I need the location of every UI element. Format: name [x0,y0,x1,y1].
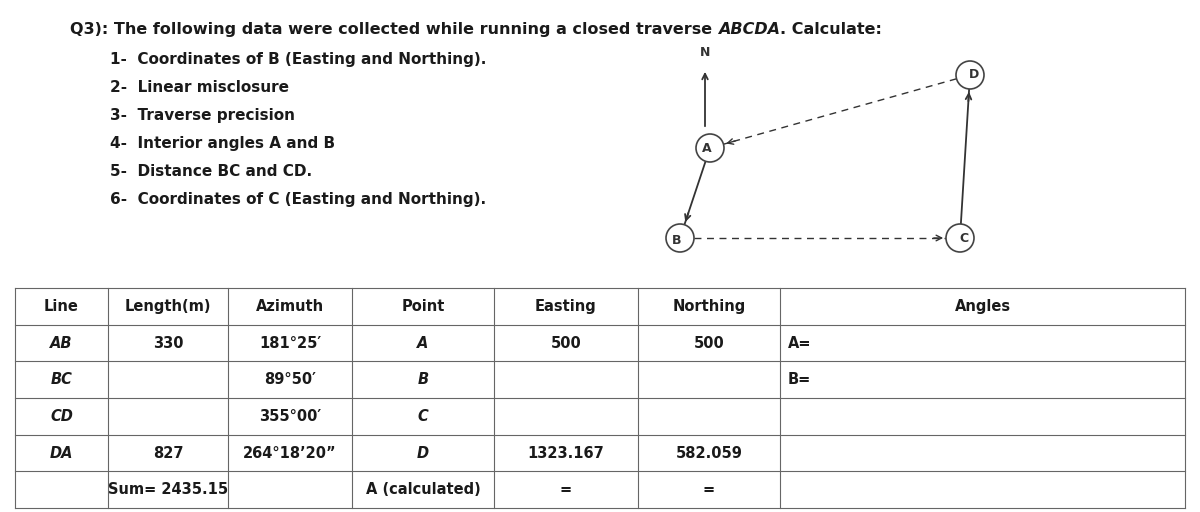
Text: Length(m): Length(m) [125,299,211,314]
Text: C: C [960,232,968,245]
Text: 3-  Traverse precision: 3- Traverse precision [110,108,295,123]
Text: Angles: Angles [954,299,1010,314]
Text: N: N [700,46,710,59]
Text: DA: DA [49,445,73,460]
Text: 181°25′: 181°25′ [259,335,322,351]
Circle shape [956,61,984,89]
Text: A=: A= [788,335,811,351]
Text: Easting: Easting [535,299,596,314]
Text: =: = [560,482,572,497]
Text: 2-  Linear misclosure: 2- Linear misclosure [110,80,289,95]
Text: Q3): The following data were collected while running a closed traverse: Q3): The following data were collected w… [70,22,718,37]
Text: 1323.167: 1323.167 [528,445,605,460]
Text: C: C [418,409,428,424]
Text: 264°18’20”: 264°18’20” [244,445,337,460]
Text: ABCDA: ABCDA [718,22,780,37]
Text: B=: B= [788,372,811,387]
Text: A: A [418,335,428,351]
Text: 582.059: 582.059 [676,445,743,460]
Text: D: D [416,445,430,460]
Text: Point: Point [401,299,445,314]
Text: 5-  Distance BC and CD.: 5- Distance BC and CD. [110,164,312,179]
Text: 89°50′: 89°50′ [264,372,316,387]
Text: =: = [703,482,715,497]
Text: B: B [418,372,428,387]
Text: 355°00′: 355°00′ [259,409,322,424]
Text: B: B [672,233,682,246]
Text: AB: AB [50,335,73,351]
Text: Sum= 2435.15: Sum= 2435.15 [108,482,228,497]
Text: 6-  Coordinates of C (Easting and Northing).: 6- Coordinates of C (Easting and Northin… [110,192,486,207]
Text: 4-  Interior angles A and B: 4- Interior angles A and B [110,136,335,151]
Text: A: A [702,141,712,155]
Text: D: D [968,69,979,81]
Text: CD: CD [50,409,73,424]
Text: Azimuth: Azimuth [256,299,324,314]
Circle shape [666,224,694,252]
Text: . Calculate:: . Calculate: [780,22,882,37]
Text: A (calculated): A (calculated) [366,482,480,497]
Text: Northing: Northing [672,299,745,314]
Text: 827: 827 [152,445,184,460]
Circle shape [696,134,724,162]
Text: BC: BC [50,372,72,387]
Text: 1-  Coordinates of B (Easting and Northing).: 1- Coordinates of B (Easting and Northin… [110,52,486,67]
Text: 500: 500 [694,335,725,351]
Text: 500: 500 [551,335,581,351]
Circle shape [946,224,974,252]
Text: 330: 330 [152,335,184,351]
Text: Line: Line [44,299,79,314]
